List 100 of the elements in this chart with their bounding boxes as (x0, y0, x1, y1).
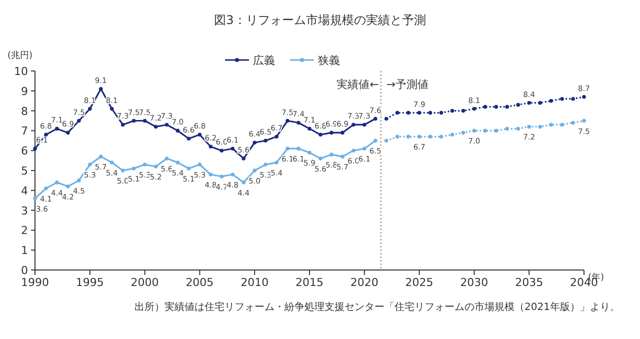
point (88, 106, 92, 111)
point (527, 100, 531, 105)
point (142, 118, 147, 123)
annotation: →予測値 (386, 78, 429, 91)
point (77, 178, 81, 182)
point (296, 146, 300, 151)
chart-title: 図3：リフォーム市場規模の実績と予測 (214, 13, 426, 27)
point (362, 122, 366, 127)
x-tick-label: 1995 (76, 276, 104, 289)
point (428, 134, 432, 139)
point (472, 106, 476, 111)
point (176, 128, 180, 133)
point (384, 116, 388, 121)
point (132, 118, 136, 123)
point (308, 126, 312, 131)
point (154, 164, 158, 168)
point (450, 132, 454, 137)
point (384, 138, 388, 143)
point (98, 87, 103, 91)
x-tick-label: 2025 (405, 276, 434, 289)
point (417, 110, 422, 115)
point (340, 154, 344, 158)
point (330, 130, 334, 135)
y-tick-label: 8 (21, 104, 28, 118)
point (494, 128, 498, 133)
point (198, 132, 202, 137)
point (483, 128, 488, 133)
point (439, 134, 444, 139)
point (560, 96, 564, 101)
point (120, 122, 125, 127)
point (208, 144, 213, 149)
point (461, 108, 466, 113)
point (571, 120, 575, 125)
point (230, 172, 235, 176)
point (164, 122, 169, 127)
point (308, 150, 312, 154)
point (264, 162, 268, 166)
point (352, 148, 356, 152)
point (395, 134, 400, 139)
point (154, 124, 158, 129)
point (318, 132, 322, 137)
y-tick-label: 2 (21, 224, 28, 238)
point (340, 130, 344, 135)
point (549, 98, 553, 103)
point (55, 126, 59, 131)
x-tick-label: 2020 (350, 276, 378, 289)
ref-line-label: 実績値← (336, 78, 379, 91)
point (66, 184, 70, 188)
point (450, 108, 454, 113)
point (66, 130, 70, 135)
point (230, 146, 235, 151)
point (242, 156, 246, 160)
point (286, 146, 290, 151)
point (428, 110, 432, 115)
point (505, 126, 510, 131)
point (55, 180, 59, 184)
point (286, 118, 290, 123)
point (362, 146, 366, 151)
point (296, 120, 300, 125)
point (560, 122, 564, 127)
point (318, 156, 322, 160)
point (571, 96, 575, 101)
point (373, 116, 378, 121)
y-tick-label: 1 (21, 244, 28, 258)
x-tick-label: 2030 (460, 276, 488, 289)
point (494, 104, 498, 109)
x-tick-label: 2005 (186, 276, 214, 289)
point (395, 110, 400, 115)
point (274, 134, 278, 139)
text: 出所）実績値は住宅リフォーム・紛争処理支援センター「住宅リフォームの市場規模（2021年版）」より。 (134, 301, 620, 313)
point (208, 172, 213, 176)
point (483, 104, 488, 109)
point (439, 110, 444, 115)
point (77, 118, 81, 123)
point (132, 166, 136, 170)
legend-label: 狭義 (318, 54, 340, 67)
point (264, 138, 268, 143)
point (198, 162, 202, 166)
point (252, 140, 256, 145)
point (330, 152, 334, 156)
point (142, 162, 147, 166)
point (110, 106, 114, 111)
y-tick-label: 7 (21, 124, 28, 138)
point (516, 126, 520, 131)
point (516, 102, 520, 107)
point (538, 124, 542, 129)
y-tick-label: 5 (21, 164, 28, 178)
point (186, 136, 191, 141)
point (505, 104, 510, 109)
point (472, 128, 476, 133)
point (220, 148, 224, 152)
x-tick-label: 2035 (515, 276, 544, 289)
point (164, 156, 169, 160)
point (461, 130, 466, 135)
point (186, 166, 191, 170)
point (33, 196, 37, 200)
point (352, 122, 356, 127)
point (582, 118, 586, 123)
x-tick-label: 2010 (240, 276, 269, 289)
point (33, 146, 37, 151)
